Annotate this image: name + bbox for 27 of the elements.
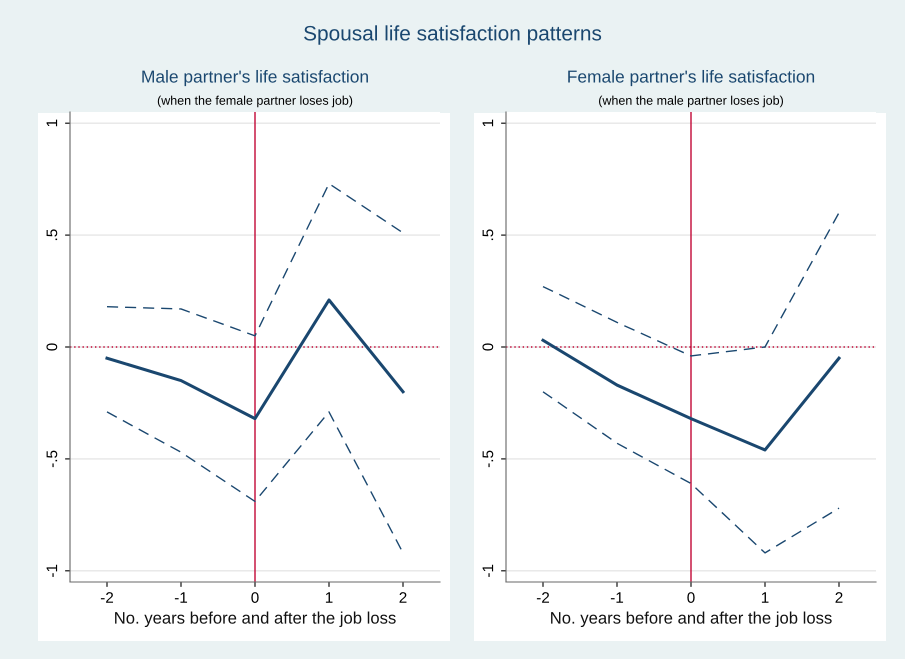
y-tick-label: -1 — [46, 564, 58, 577]
y-tick-label: 1 — [482, 120, 494, 126]
text: Spousal life satisfaction patterns — [304, 25, 602, 45]
y-tick-label: 0 — [46, 343, 58, 351]
x-tick-label: 0 — [251, 592, 259, 603]
x-axis-title: No. years before and after the job loss — [115, 612, 396, 628]
chart-subtitle: (when the female partner loses job) — [158, 96, 352, 108]
y-tick-label: 1 — [46, 120, 58, 126]
x-tick-label: -2 — [536, 592, 550, 603]
y-tick-label: .5 — [46, 229, 58, 240]
y-tick-label: .5 — [482, 229, 494, 240]
x-axis-title: No. years before and after the job loss — [551, 612, 832, 628]
y-tick-label: -1 — [482, 564, 494, 577]
x-tick-label: 0 — [687, 592, 695, 603]
x-tick-label: 1 — [762, 592, 769, 603]
x-tick-label: 2 — [400, 592, 406, 603]
chart-title: Female partner's life satisfaction — [568, 70, 814, 86]
y-tick-label: -.5 — [46, 450, 58, 468]
x-tick-label: 1 — [326, 592, 333, 603]
y-tick-label: 0 — [482, 343, 494, 351]
x-tick-label: -1 — [610, 592, 624, 603]
y-tick-label: -.5 — [482, 450, 494, 468]
x-tick-label: 2 — [836, 592, 842, 603]
x-tick-label: -1 — [174, 592, 188, 603]
x-tick-label: -2 — [100, 592, 114, 603]
chart-title: Male partner's life satisfaction — [142, 70, 368, 86]
chart-subtitle: (when the male partner loses job) — [599, 96, 783, 108]
